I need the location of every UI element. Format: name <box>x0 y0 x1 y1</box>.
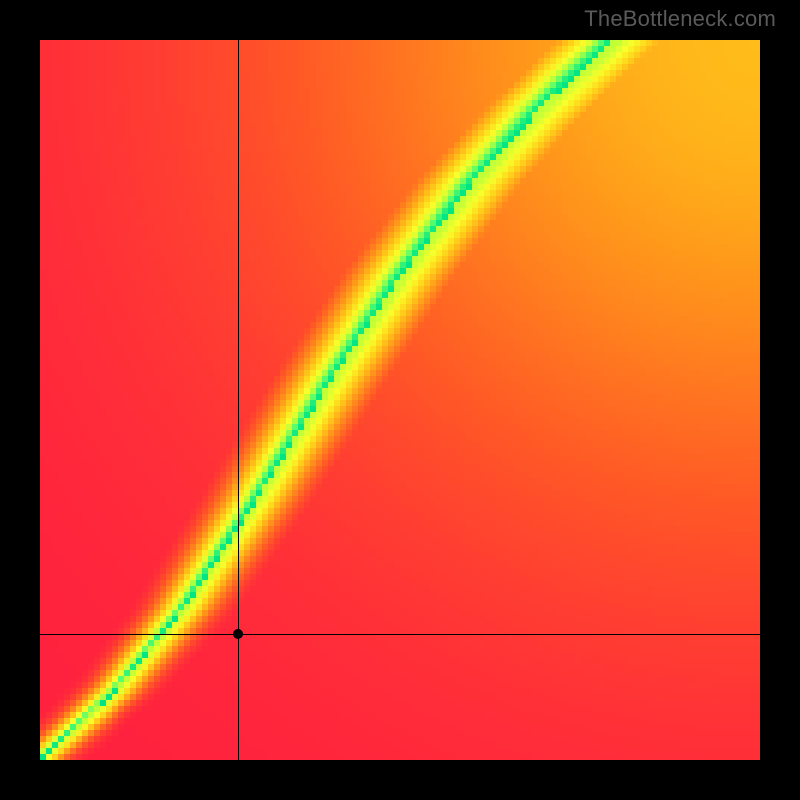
heatmap-plot <box>40 40 760 760</box>
chart-container: TheBottleneck.com <box>0 0 800 800</box>
watermark-text: TheBottleneck.com <box>584 6 776 32</box>
heatmap-canvas <box>40 40 760 760</box>
